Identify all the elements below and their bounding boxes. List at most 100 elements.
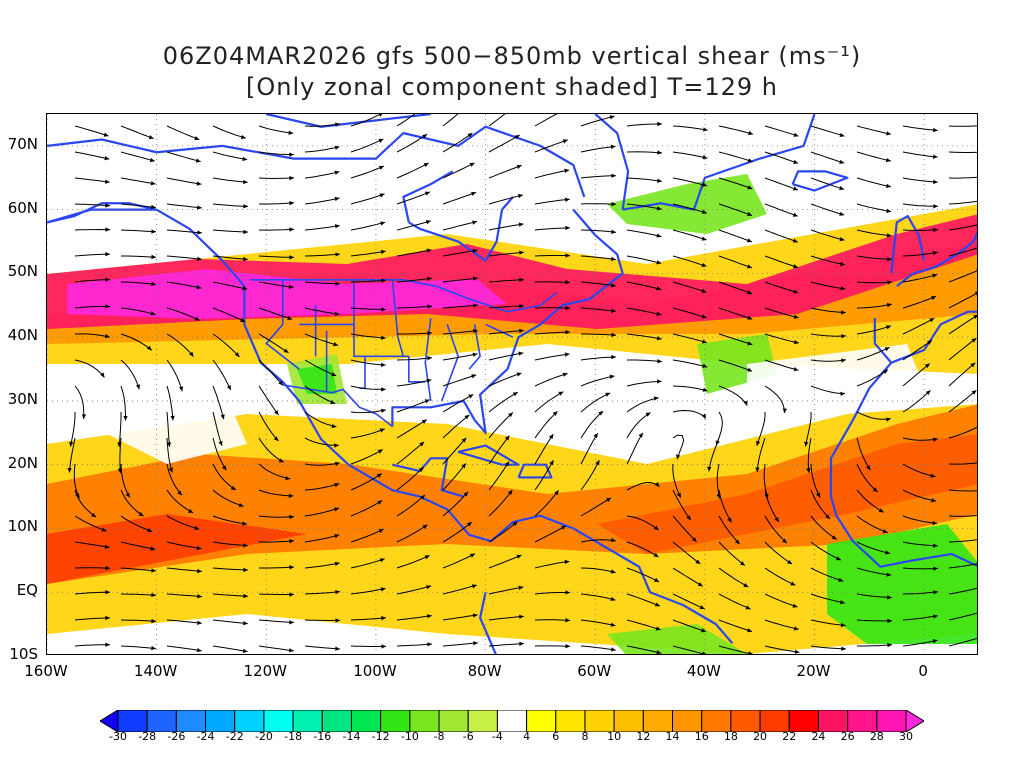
colorbar-swatch bbox=[350, 710, 382, 732]
streamline bbox=[74, 489, 97, 518]
streamline-arrowhead bbox=[656, 260, 662, 265]
colorbar-tick-label: 20 bbox=[753, 730, 768, 743]
streamline bbox=[856, 255, 892, 260]
streamline-arrowhead bbox=[226, 385, 231, 391]
streamline bbox=[718, 281, 753, 295]
streamline-arrowhead bbox=[333, 342, 339, 347]
streamline bbox=[810, 307, 846, 313]
streamline bbox=[534, 373, 568, 387]
streamline bbox=[580, 203, 617, 205]
colorbar-tick-label: -24 bbox=[196, 730, 215, 743]
streamline-arrowhead bbox=[330, 399, 336, 405]
streamline-arrowhead bbox=[427, 356, 432, 361]
streamline bbox=[626, 281, 662, 290]
streamline-arrowhead bbox=[657, 358, 662, 364]
streamline-arrowhead bbox=[218, 440, 223, 446]
colorbar-tick-label: -28 bbox=[138, 730, 157, 743]
streamline-arrowhead bbox=[196, 181, 202, 186]
streamline bbox=[902, 203, 938, 207]
latitude-tick-label: 10S bbox=[9, 645, 38, 663]
streamline bbox=[304, 483, 340, 491]
streamline-arrowhead bbox=[840, 286, 846, 291]
streamline-arrowhead bbox=[734, 539, 740, 545]
streamline bbox=[810, 463, 821, 498]
streamline bbox=[718, 567, 749, 588]
streamline bbox=[948, 612, 977, 621]
streamline bbox=[212, 385, 225, 420]
coastline-segment bbox=[47, 125, 586, 198]
streamline-arrowhead bbox=[654, 602, 660, 607]
streamline bbox=[764, 489, 780, 523]
streamline bbox=[74, 541, 110, 548]
streamline-arrowhead bbox=[151, 645, 156, 651]
streamline bbox=[580, 645, 616, 651]
streamline-arrowhead bbox=[334, 461, 340, 467]
streamline-arrowhead bbox=[747, 315, 753, 320]
streamline bbox=[857, 644, 893, 647]
streamline bbox=[534, 255, 571, 257]
streamline-arrowhead bbox=[380, 408, 386, 414]
streamline bbox=[74, 253, 110, 257]
border-segment bbox=[299, 323, 409, 358]
streamline bbox=[304, 562, 340, 569]
streamline bbox=[764, 255, 799, 269]
streamline-arrowhead bbox=[381, 387, 386, 392]
latitude-tick-label: 40N bbox=[7, 326, 38, 345]
streamline bbox=[442, 584, 477, 595]
streamline-arrowhead bbox=[932, 437, 938, 442]
streamline-arrowhead bbox=[610, 647, 616, 652]
colorbar-swatch bbox=[321, 710, 352, 732]
streamline bbox=[810, 255, 845, 266]
streamline-arrowhead bbox=[931, 296, 937, 301]
streamline-arrowhead bbox=[932, 614, 938, 619]
streamline bbox=[120, 593, 157, 596]
streamline-arrowhead bbox=[220, 414, 225, 420]
streamline bbox=[718, 203, 753, 216]
streamline-arrowhead bbox=[839, 185, 845, 191]
streamline bbox=[74, 177, 110, 183]
streamline-arrowhead bbox=[91, 512, 97, 518]
streamline-arrowhead bbox=[105, 227, 110, 232]
streamline bbox=[626, 333, 662, 340]
streamline-arrowhead bbox=[463, 491, 469, 497]
streamline-arrowhead bbox=[932, 273, 938, 278]
streamline-arrowhead bbox=[273, 436, 279, 441]
streamline-arrowhead bbox=[177, 490, 182, 496]
streamline bbox=[120, 203, 156, 208]
streamline-arrowhead bbox=[424, 555, 430, 560]
streamline bbox=[120, 281, 156, 285]
streamline-arrowhead bbox=[933, 127, 938, 133]
streamline bbox=[718, 125, 754, 135]
streamline-arrowhead bbox=[565, 643, 570, 649]
streamline-arrowhead bbox=[464, 414, 470, 420]
streamline bbox=[580, 619, 616, 627]
streamline bbox=[764, 125, 799, 137]
streamline-arrowhead bbox=[595, 460, 600, 466]
streamline bbox=[442, 642, 478, 647]
streamline-arrowhead bbox=[335, 646, 340, 651]
streamline bbox=[810, 645, 846, 650]
streamline bbox=[120, 645, 156, 650]
streamline-arrowhead bbox=[756, 440, 761, 446]
streamline bbox=[810, 281, 846, 290]
streamline-arrowhead bbox=[380, 249, 386, 255]
streamline bbox=[764, 359, 799, 371]
streamline bbox=[807, 437, 812, 473]
streamline-arrowhead bbox=[334, 561, 340, 567]
streamline-arrowhead bbox=[197, 568, 202, 574]
streamline bbox=[442, 374, 477, 387]
streamline bbox=[810, 489, 831, 520]
streamline bbox=[718, 385, 748, 406]
streamline bbox=[856, 437, 871, 471]
streamline-arrowhead bbox=[125, 492, 130, 498]
colorbar-tick-label: 24 bbox=[811, 730, 826, 743]
streamline bbox=[212, 593, 248, 597]
streamline bbox=[258, 619, 294, 623]
streamline bbox=[212, 177, 248, 183]
streamline bbox=[626, 481, 660, 491]
streamline-arrowhead bbox=[970, 362, 976, 368]
longitude-tick-label: 40W bbox=[686, 662, 721, 680]
streamline-arrowhead bbox=[839, 211, 845, 216]
colorbar-tick-label: -26 bbox=[167, 730, 186, 743]
streamline-arrowhead bbox=[289, 592, 294, 597]
